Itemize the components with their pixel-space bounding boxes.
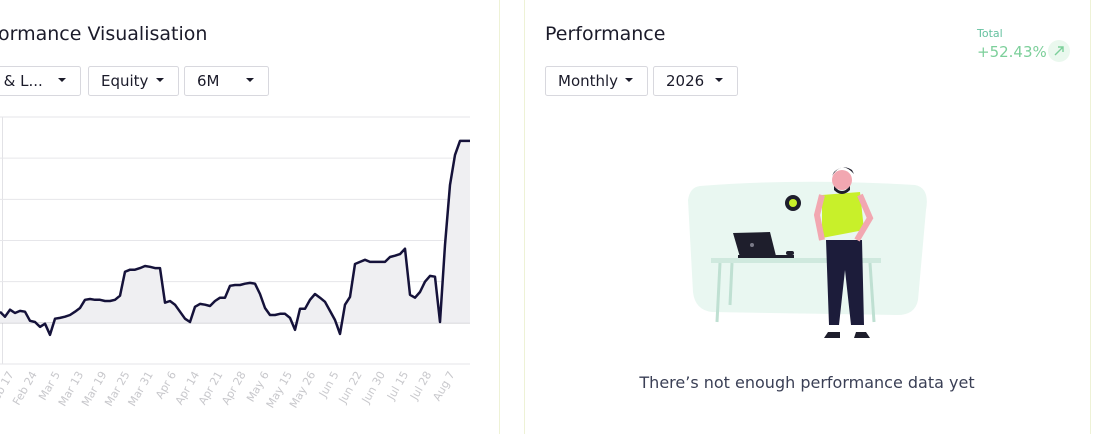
- dropdown-label[interactable]: Monthly: [558, 72, 618, 90]
- caret[interactable]: [625, 78, 633, 82]
- empty-message: There’s not enough performance data yet: [638, 373, 974, 392]
- area: [0, 140, 470, 335]
- caret[interactable]: [58, 78, 66, 82]
- trend-icon: [1048, 40, 1070, 62]
- dropdown-box[interactable]: [545, 66, 648, 96]
- dropdown-box[interactable]: [184, 66, 269, 96]
- caret[interactable]: [246, 78, 254, 82]
- dropdown-label[interactable]: Equity: [101, 72, 149, 90]
- caret[interactable]: [715, 78, 723, 82]
- caret[interactable]: [156, 78, 164, 82]
- dropdown-box[interactable]: [0, 66, 81, 96]
- panel-title: Performance: [545, 23, 665, 45]
- dropdown[interactable]: 6M: [184, 66, 269, 96]
- dropdown-label[interactable]: 6M: [197, 72, 220, 90]
- illustration: [688, 167, 927, 338]
- dropdown-box[interactable]: [653, 66, 738, 96]
- dropdown[interactable]: 2026: [653, 66, 738, 96]
- x-tick-label: Jun 22: [336, 369, 365, 406]
- dropdown-label[interactable]: t & L...: [0, 72, 43, 90]
- total-value: +52.43%: [977, 43, 1047, 61]
- dropdown[interactable]: t & L...: [0, 66, 81, 96]
- dropdown[interactable]: Monthly: [545, 66, 648, 96]
- dropdown[interactable]: Equity: [88, 66, 179, 96]
- dropdown-box[interactable]: [88, 66, 179, 96]
- x-tick-label: Aug 7: [430, 369, 457, 403]
- total-label: Total: [976, 27, 1003, 40]
- x-tick-label: Jul 15: [384, 369, 411, 403]
- line: [0, 139, 470, 337]
- dropdown-label[interactable]: 2026: [666, 72, 704, 90]
- panel-title: ormance Visualisation: [0, 23, 207, 45]
- x-tick-label: Jul 28: [407, 369, 434, 403]
